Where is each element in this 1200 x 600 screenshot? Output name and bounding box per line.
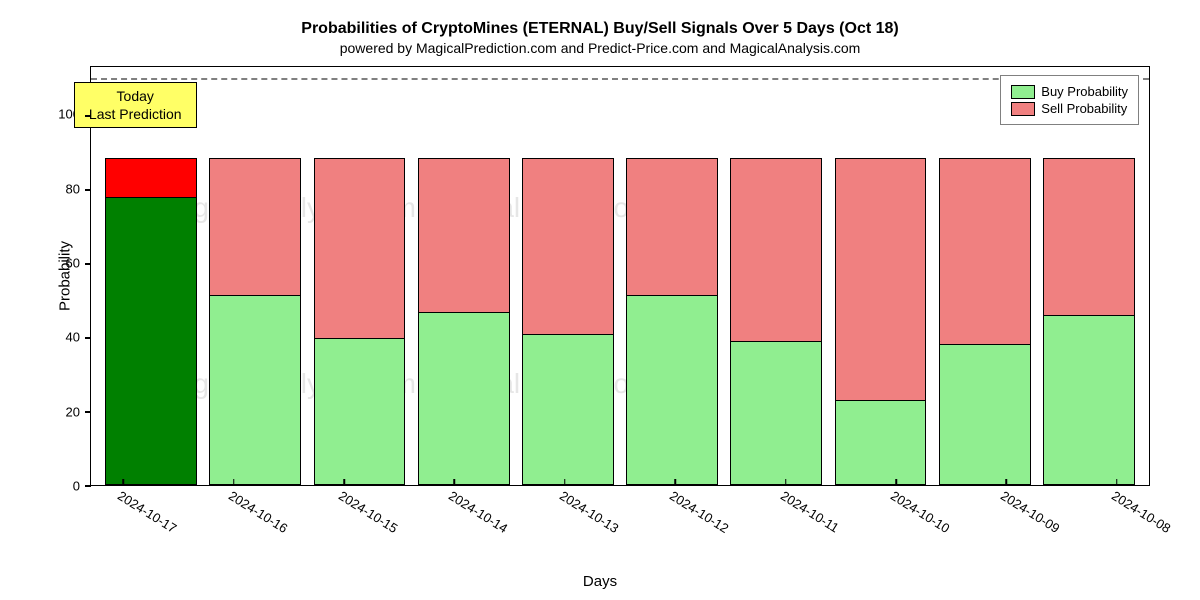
legend-item-buy: Buy Probability bbox=[1011, 84, 1128, 99]
x-label-slot: 2024-10-13 bbox=[510, 480, 620, 560]
x-axis-label: Days bbox=[0, 573, 1200, 590]
bar-slot bbox=[724, 67, 828, 485]
bar-stack bbox=[1043, 115, 1135, 485]
legend-swatch-buy bbox=[1011, 85, 1035, 99]
x-axis: 2024-10-17 2024-10-16 2024-10-15 2024-10-14… bbox=[60, 480, 1180, 560]
bar-segment-sell bbox=[522, 158, 614, 335]
x-tick-label: 2024-10-14 bbox=[446, 488, 510, 536]
x-label-slot: 2024-10-15 bbox=[289, 480, 399, 560]
x-tick-label: 2024-10-09 bbox=[999, 488, 1063, 536]
bar-segment-sell bbox=[418, 158, 510, 312]
x-tick-label: 2024-10-10 bbox=[888, 488, 952, 536]
bar-stack bbox=[105, 115, 197, 485]
bar-segment-buy bbox=[314, 338, 406, 485]
y-tick-mark bbox=[85, 411, 91, 413]
bar-stack bbox=[626, 115, 718, 485]
plot-wrap: Probability 020406080100 MagicalAnalysis… bbox=[90, 66, 1150, 486]
annotation-line-1: Today bbox=[89, 87, 182, 105]
bar-slot bbox=[412, 67, 516, 485]
x-label-slot: 2024-10-10 bbox=[841, 480, 951, 560]
bar-stack bbox=[730, 115, 822, 485]
x-label-slot: 2024-10-17 bbox=[68, 480, 178, 560]
x-tick-mark bbox=[674, 479, 676, 485]
bar-stack bbox=[939, 115, 1031, 485]
bar-segment-buy bbox=[522, 334, 614, 485]
bar-segment-buy bbox=[626, 295, 718, 485]
bars-region bbox=[91, 67, 1149, 485]
y-tick-label: 40 bbox=[40, 330, 80, 345]
legend-label-buy: Buy Probability bbox=[1041, 84, 1128, 99]
y-tick-mark bbox=[85, 189, 91, 191]
x-tick-label: 2024-10-11 bbox=[778, 488, 842, 535]
today-annotation: Today Last Prediction bbox=[74, 82, 197, 128]
x-tick-mark bbox=[564, 479, 566, 485]
bar-slot bbox=[620, 67, 724, 485]
bar-slot bbox=[203, 67, 307, 485]
x-label-slot: 2024-10-09 bbox=[951, 480, 1061, 560]
x-tick-mark bbox=[1006, 479, 1008, 485]
bar-segment-sell bbox=[105, 158, 197, 197]
bar-segment-sell bbox=[626, 158, 718, 295]
bar-segment-buy bbox=[209, 295, 301, 485]
bar-stack bbox=[835, 115, 927, 485]
bar-segment-sell bbox=[730, 158, 822, 341]
bar-segment-sell bbox=[314, 158, 406, 338]
bar-segment-buy bbox=[835, 400, 927, 485]
bar-segment-sell bbox=[209, 158, 301, 295]
legend-item-sell: Sell Probability bbox=[1011, 101, 1128, 116]
bar-slot bbox=[933, 67, 1037, 485]
bar-stack bbox=[314, 115, 406, 485]
bar-segment-sell bbox=[835, 158, 927, 400]
bar-segment-buy bbox=[1043, 315, 1135, 485]
bar-stack bbox=[522, 115, 614, 485]
x-tick-mark bbox=[785, 479, 787, 485]
y-tick-label: 20 bbox=[40, 404, 80, 419]
legend-label-sell: Sell Probability bbox=[1041, 101, 1127, 116]
bar-slot bbox=[1037, 67, 1141, 485]
x-tick-label: 2024-10-12 bbox=[667, 488, 731, 536]
bar-segment-sell bbox=[939, 158, 1031, 345]
legend-swatch-sell bbox=[1011, 102, 1035, 116]
bar-segment-buy bbox=[105, 197, 197, 485]
x-tick-mark bbox=[343, 479, 345, 485]
x-tick-mark bbox=[895, 479, 897, 485]
bar-stack bbox=[418, 115, 510, 485]
x-label-slot: 2024-10-16 bbox=[178, 480, 288, 560]
y-tick-label: 80 bbox=[40, 181, 80, 196]
x-label-slot: 2024-10-12 bbox=[620, 480, 730, 560]
y-tick-mark bbox=[85, 337, 91, 339]
x-label-slot: 2024-10-14 bbox=[399, 480, 509, 560]
bar-slot bbox=[307, 67, 411, 485]
bar-segment-buy bbox=[418, 312, 510, 485]
y-tick-mark bbox=[85, 263, 91, 265]
bar-stack bbox=[209, 115, 301, 485]
y-axis: 020406080100 bbox=[40, 66, 80, 486]
bar-segment-sell bbox=[1043, 158, 1135, 315]
bar-segment-buy bbox=[730, 341, 822, 485]
x-tick-mark bbox=[233, 479, 235, 485]
chart-title: Probabilities of CryptoMines (ETERNAL) B… bbox=[30, 20, 1170, 38]
bar-slot bbox=[516, 67, 620, 485]
x-tick-label: 2024-10-15 bbox=[336, 488, 400, 536]
x-tick-label: 2024-10-08 bbox=[1109, 488, 1173, 536]
x-tick-mark bbox=[1116, 479, 1118, 485]
x-label-slot: 2024-10-08 bbox=[1062, 480, 1172, 560]
y-tick-label: 60 bbox=[40, 255, 80, 270]
chart-container: Probabilities of CryptoMines (ETERNAL) B… bbox=[0, 0, 1200, 600]
x-tick-mark bbox=[454, 479, 456, 485]
bar-segment-buy bbox=[939, 344, 1031, 485]
x-tick-label: 2024-10-13 bbox=[557, 488, 621, 536]
y-tick-mark bbox=[85, 115, 91, 117]
plot-area: MagicalAnalysis.com MagicalPrediction.co… bbox=[90, 66, 1150, 486]
x-label-slot: 2024-10-11 bbox=[730, 480, 840, 560]
bar-slot bbox=[99, 67, 203, 485]
x-tick-label: 2024-10-17 bbox=[115, 488, 179, 536]
chart-subtitle: powered by MagicalPrediction.com and Pre… bbox=[30, 40, 1170, 56]
x-tick-mark bbox=[122, 479, 124, 485]
bar-slot bbox=[828, 67, 932, 485]
legend: Buy Probability Sell Probability bbox=[1000, 75, 1139, 125]
annotation-line-2: Last Prediction bbox=[89, 105, 182, 123]
x-tick-label: 2024-10-16 bbox=[226, 488, 290, 536]
